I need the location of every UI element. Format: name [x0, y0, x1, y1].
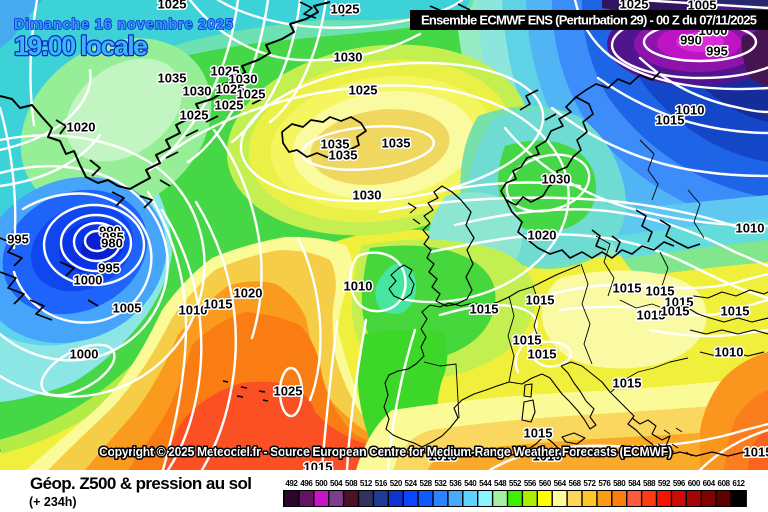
svg-text:1015: 1015 — [524, 426, 553, 441]
svg-text:1005: 1005 — [113, 301, 142, 316]
svg-text:544: 544 — [479, 479, 492, 488]
svg-text:572: 572 — [583, 479, 596, 488]
svg-text:Dimanche 16 novembre 2025: Dimanche 16 novembre 2025 — [14, 17, 233, 33]
svg-text:580: 580 — [613, 479, 626, 488]
svg-text:1025: 1025 — [158, 0, 187, 12]
svg-text:492: 492 — [285, 479, 298, 488]
svg-text:1025: 1025 — [349, 83, 378, 98]
svg-text:584: 584 — [628, 479, 641, 488]
svg-text:1010: 1010 — [179, 303, 208, 318]
svg-text:552: 552 — [509, 479, 522, 488]
svg-text:980: 980 — [101, 236, 123, 251]
svg-text:600: 600 — [688, 479, 701, 488]
svg-text:608: 608 — [718, 479, 731, 488]
svg-text:1025: 1025 — [215, 98, 244, 113]
svg-text:Géop. Z500 & pression au sol: Géop. Z500 & pression au sol — [30, 474, 252, 493]
svg-text:1025: 1025 — [620, 0, 649, 12]
svg-text:1015: 1015 — [470, 302, 499, 317]
svg-text:1025: 1025 — [216, 82, 245, 97]
svg-text:1000: 1000 — [70, 347, 99, 362]
svg-text:496: 496 — [300, 479, 313, 488]
svg-text:1020: 1020 — [234, 286, 263, 301]
svg-text:995: 995 — [7, 232, 29, 247]
svg-text:540: 540 — [464, 479, 477, 488]
svg-text:588: 588 — [643, 479, 656, 488]
svg-text:560: 560 — [539, 479, 552, 488]
svg-text:1010: 1010 — [715, 345, 744, 360]
svg-text:1015: 1015 — [204, 297, 233, 312]
svg-text:596: 596 — [673, 479, 686, 488]
svg-text:524: 524 — [405, 479, 418, 488]
svg-text:1030: 1030 — [353, 188, 382, 203]
svg-text:556: 556 — [524, 479, 537, 488]
svg-text:1025: 1025 — [331, 2, 360, 17]
svg-text:Ensemble ECMWF ENS (Perturbat: Ensemble ECMWF ENS (Perturbation 29) - 0… — [421, 13, 757, 28]
svg-text:990: 990 — [680, 33, 702, 48]
svg-text:500: 500 — [315, 479, 328, 488]
svg-text:568: 568 — [569, 479, 582, 488]
svg-text:1015: 1015 — [429, 449, 458, 464]
svg-text:1010: 1010 — [344, 279, 373, 294]
svg-text:1025: 1025 — [211, 64, 240, 79]
svg-text:532: 532 — [434, 479, 447, 488]
svg-text:1015: 1015 — [613, 281, 642, 296]
svg-text:592: 592 — [658, 479, 671, 488]
svg-text:1015: 1015 — [528, 347, 557, 362]
svg-text:512: 512 — [360, 479, 373, 488]
svg-text:1035: 1035 — [329, 148, 358, 163]
svg-text:1035: 1035 — [382, 136, 411, 151]
svg-text:1010: 1010 — [676, 103, 705, 118]
svg-text:604: 604 — [703, 479, 716, 488]
svg-text:564: 564 — [554, 479, 567, 488]
svg-text:1015: 1015 — [637, 308, 666, 323]
svg-text:1015: 1015 — [721, 304, 750, 319]
svg-text:1030: 1030 — [542, 172, 571, 187]
svg-text:528: 528 — [420, 479, 433, 488]
svg-text:520: 520 — [390, 479, 403, 488]
svg-text:504: 504 — [330, 479, 343, 488]
svg-text:1020: 1020 — [528, 228, 557, 243]
svg-text:1000: 1000 — [74, 273, 103, 288]
svg-text:612: 612 — [732, 479, 745, 488]
svg-text:985: 985 — [102, 230, 124, 245]
svg-text:1030: 1030 — [183, 84, 212, 99]
svg-text:990: 990 — [99, 224, 121, 239]
svg-text:1035: 1035 — [158, 71, 187, 86]
svg-text:1010: 1010 — [736, 221, 765, 236]
svg-text:1025: 1025 — [274, 384, 303, 399]
svg-text:995: 995 — [706, 44, 728, 59]
svg-text:1015: 1015 — [304, 460, 333, 475]
svg-text:576: 576 — [598, 479, 611, 488]
svg-text:19:00 locale: 19:00 locale — [14, 31, 148, 61]
svg-text:1035: 1035 — [321, 137, 350, 152]
svg-text:508: 508 — [345, 479, 358, 488]
svg-text:1015: 1015 — [513, 333, 542, 348]
svg-text:1025: 1025 — [180, 108, 209, 123]
svg-text:1015: 1015 — [613, 376, 642, 391]
svg-text:1015: 1015 — [656, 113, 685, 128]
svg-text:995: 995 — [98, 261, 120, 276]
svg-text:536: 536 — [449, 479, 462, 488]
svg-text:1030: 1030 — [229, 72, 258, 87]
svg-text:1015: 1015 — [744, 445, 768, 460]
svg-text:1015: 1015 — [646, 284, 675, 299]
svg-text:1015: 1015 — [526, 293, 555, 308]
svg-text:1015: 1015 — [533, 449, 562, 464]
svg-text:1025: 1025 — [237, 87, 266, 102]
svg-text:Copyright © 2025 Meteociel.fr: Copyright © 2025 Meteociel.fr - Source E… — [99, 445, 672, 459]
svg-text:1030: 1030 — [334, 50, 363, 65]
svg-text:(+ 234h): (+ 234h) — [29, 495, 77, 509]
svg-text:1015: 1015 — [665, 295, 694, 310]
svg-text:548: 548 — [494, 479, 507, 488]
svg-text:1020: 1020 — [67, 120, 96, 135]
svg-text:516: 516 — [375, 479, 388, 488]
svg-text:1015: 1015 — [661, 304, 690, 319]
